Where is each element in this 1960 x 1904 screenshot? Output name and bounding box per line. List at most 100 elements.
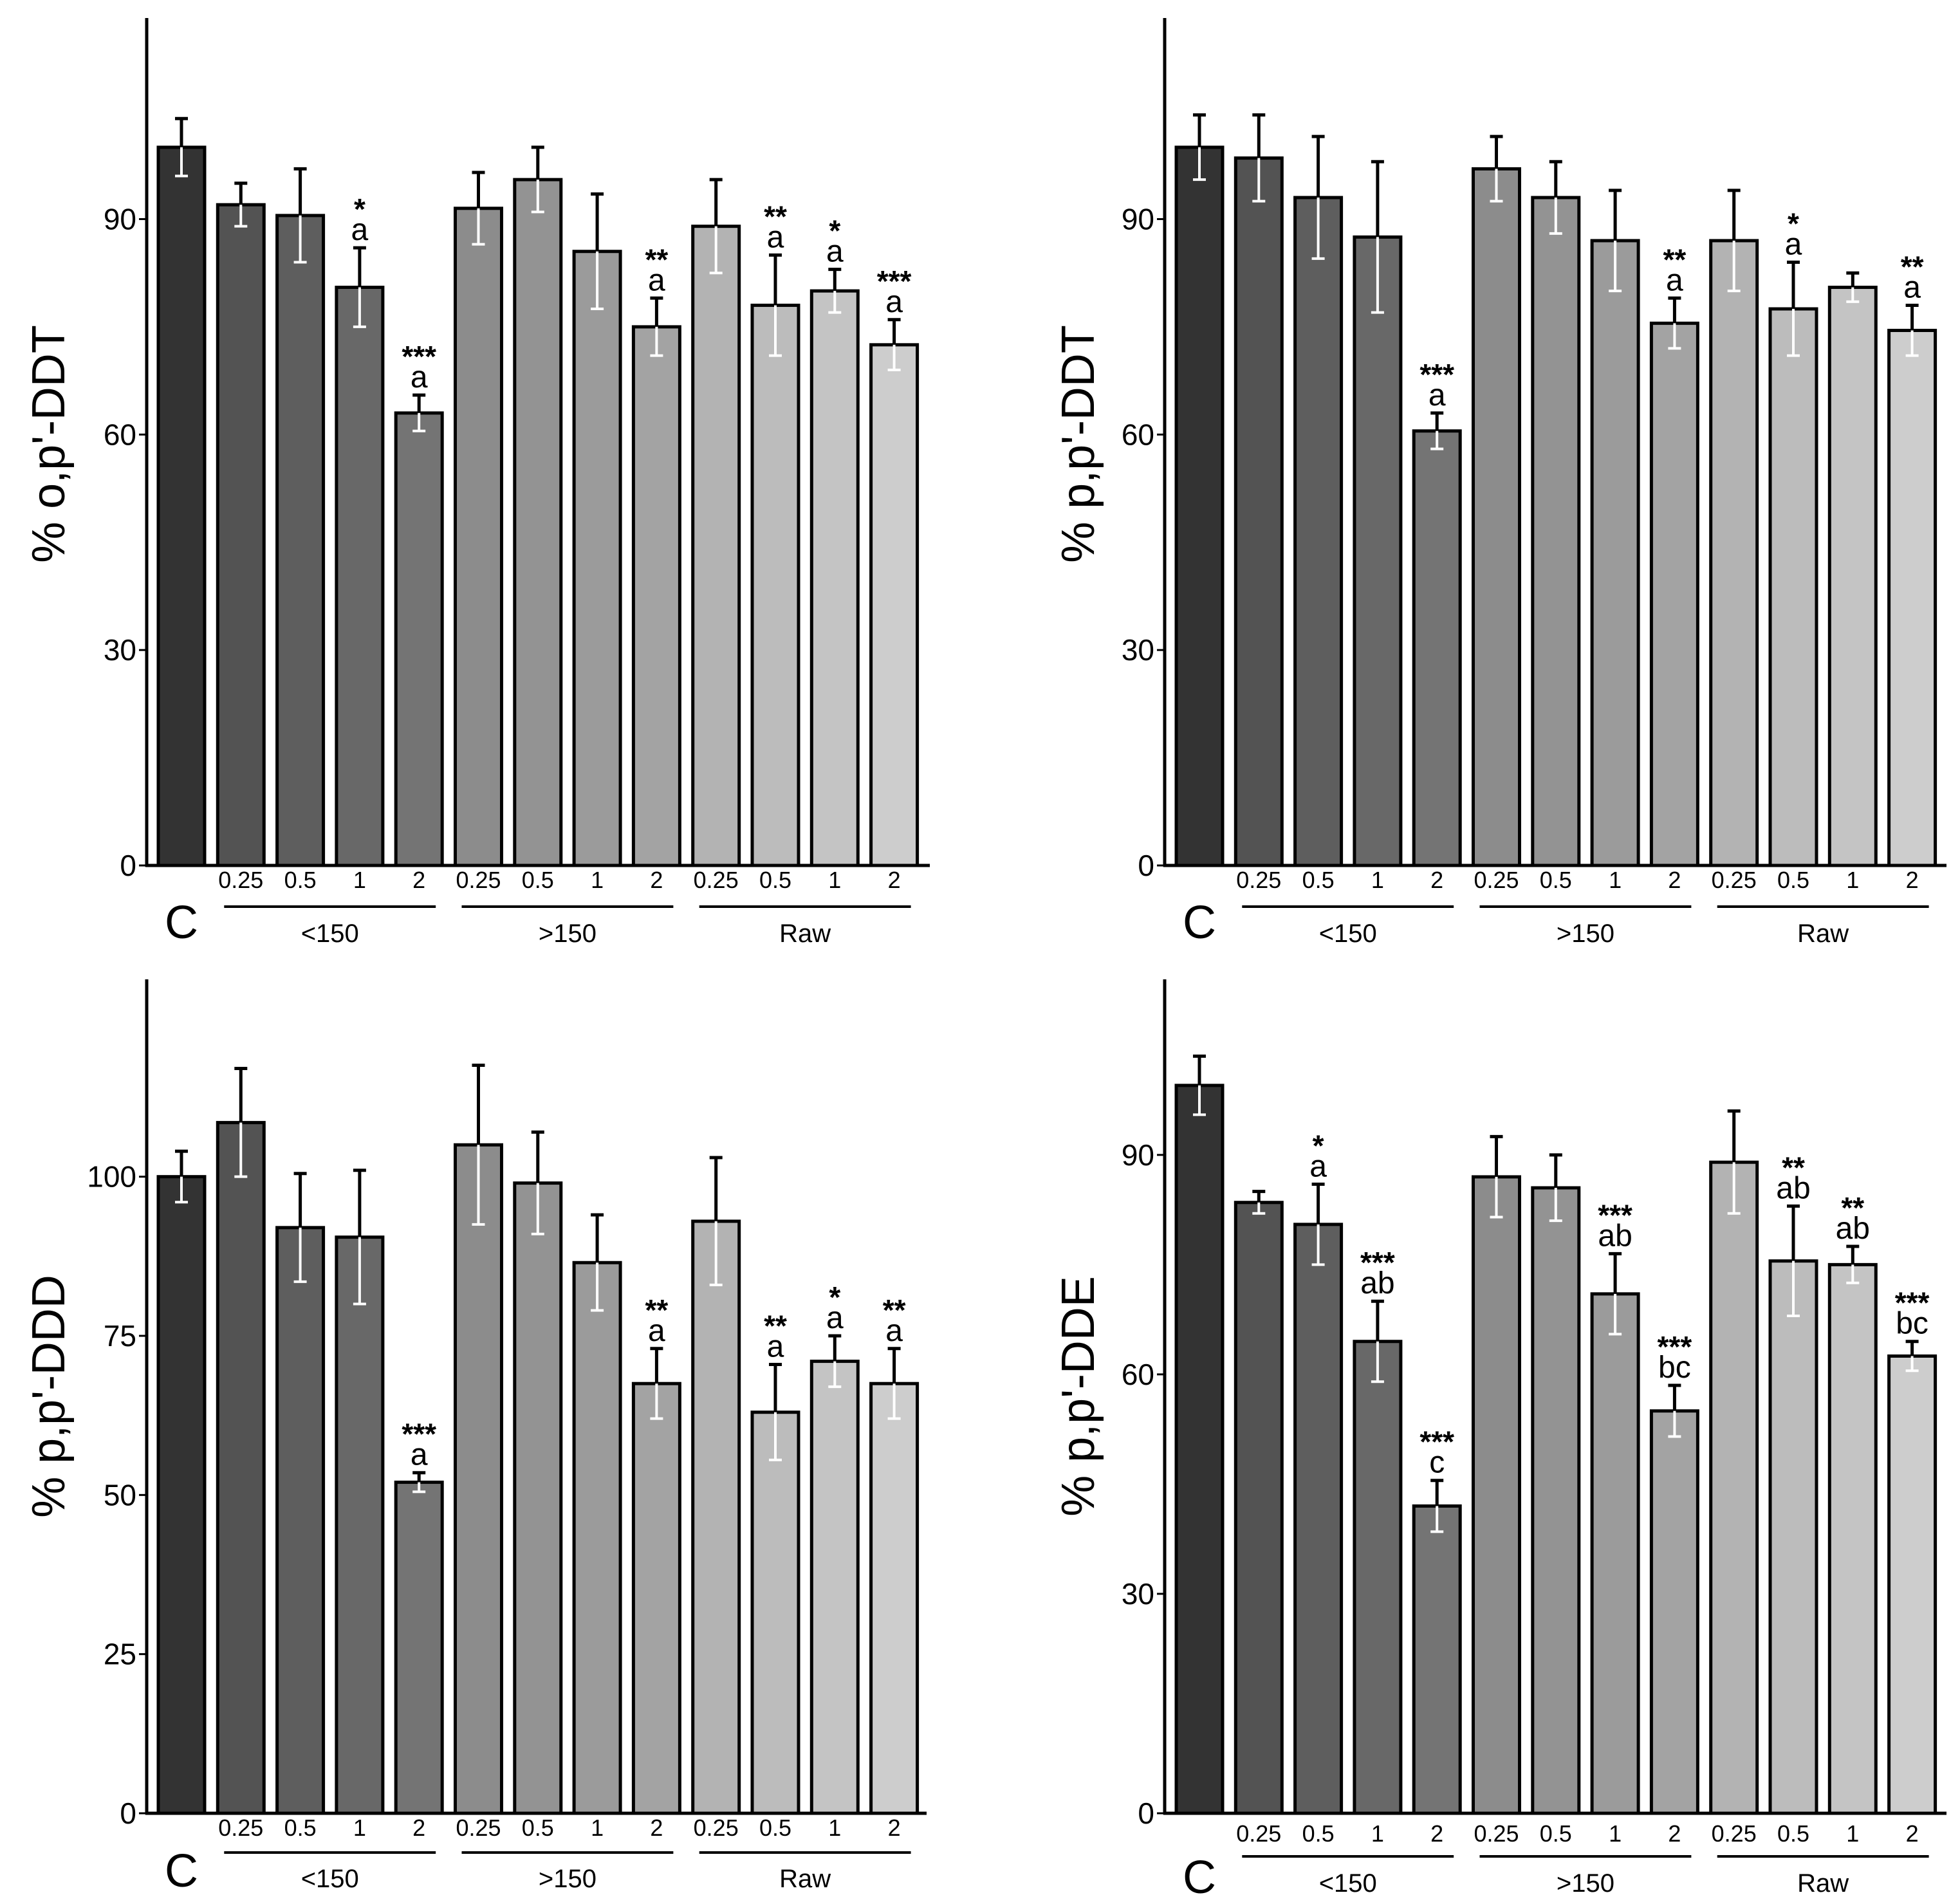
group-letter-label: ab	[1598, 1219, 1632, 1253]
dose-label: 0.25	[218, 867, 263, 893]
dose-label: 0.25	[694, 1815, 739, 1841]
dose-label: 0.5	[1540, 867, 1572, 893]
group-label: Raw	[1797, 1869, 1849, 1898]
group-label: <150	[1319, 1869, 1377, 1898]
dose-label: 0.25	[456, 1815, 501, 1841]
dose-label: 1	[828, 867, 841, 893]
bar	[750, 303, 800, 867]
bar	[454, 1143, 503, 1815]
dose-label: 0.25	[218, 1815, 263, 1841]
dose-label: 2	[412, 1815, 425, 1841]
bar	[1293, 1223, 1344, 1815]
bar	[1827, 1262, 1878, 1815]
bar	[1293, 196, 1344, 867]
bar	[394, 411, 444, 867]
group-letter-label: a	[351, 213, 369, 247]
bar	[691, 1219, 741, 1815]
significance-label: *	[829, 1280, 840, 1314]
significance-label: **	[764, 199, 787, 233]
bar	[1590, 1292, 1640, 1815]
y-tick-label: 25	[104, 1638, 136, 1671]
group-label: >150	[539, 1865, 596, 1893]
significance-label: ***	[877, 264, 912, 298]
group-label: Raw	[779, 1865, 831, 1893]
dose-label: 0.25	[1236, 1820, 1281, 1847]
dose-label: 0.25	[1712, 1820, 1757, 1847]
control-label: C	[165, 897, 198, 948]
dose-label: 1	[1609, 1820, 1622, 1847]
y-tick-label: 30	[1122, 633, 1154, 667]
dose-label: 0.5	[1777, 1820, 1809, 1847]
bar	[572, 250, 622, 867]
group-label: <150	[301, 1865, 359, 1893]
dose-label: 2	[1906, 1820, 1919, 1847]
dose-label: 2	[412, 867, 425, 893]
bar	[631, 325, 681, 867]
group-label: <150	[301, 920, 359, 948]
bar	[1531, 1186, 1581, 1815]
group-letter-label: a	[648, 1314, 665, 1348]
group-letter-label: a	[1666, 263, 1683, 297]
dose-label: 2	[1668, 867, 1681, 893]
dose-label: 2	[650, 867, 663, 893]
y-tick-label: 60	[104, 418, 136, 451]
y-tick-label: 100	[87, 1160, 136, 1194]
group-letter-label: a	[767, 220, 784, 254]
bar	[869, 343, 920, 867]
dose-label: 1	[1371, 1820, 1384, 1847]
bar	[216, 1121, 266, 1815]
y-axis-label: % p,p'-DDE	[1053, 1276, 1104, 1517]
significance-label: ***	[1658, 1330, 1692, 1363]
bar	[275, 1226, 326, 1815]
bar	[156, 145, 207, 867]
bar	[1768, 307, 1818, 867]
bar	[631, 1382, 681, 1815]
bar	[275, 214, 326, 867]
bar	[750, 1410, 800, 1815]
group-letter-label: a	[826, 1301, 844, 1335]
significance-label: ***	[1419, 1425, 1454, 1459]
group-letter-label: bc	[1896, 1307, 1928, 1341]
dose-label: 0.25	[456, 867, 501, 893]
group-letter-label: a	[411, 360, 428, 394]
bar	[1649, 1409, 1699, 1815]
y-tick-label: 30	[1122, 1577, 1154, 1611]
dose-label: 2	[888, 1815, 901, 1841]
group-letter-label: a	[885, 285, 903, 319]
significance-label: ***	[402, 340, 436, 373]
significance-label: ***	[1360, 1246, 1395, 1279]
y-tick-label: 60	[1122, 418, 1154, 451]
bar	[394, 1481, 444, 1815]
y-tick-label: 30	[104, 633, 136, 667]
group-letter-label: a	[1309, 1149, 1327, 1183]
bar	[1827, 286, 1878, 867]
group-letter-label: ab	[1836, 1212, 1870, 1246]
bar	[1234, 156, 1284, 867]
bar	[1590, 239, 1640, 867]
significance-label: ***	[402, 1418, 436, 1451]
bar	[513, 1181, 563, 1815]
significance-label: *	[354, 192, 365, 226]
group-letter-label: a	[411, 1438, 428, 1472]
group-label: Raw	[1797, 920, 1849, 948]
dose-label: 2	[1906, 867, 1919, 893]
significance-label: **	[1663, 243, 1686, 276]
dose-label: 0.5	[1302, 1820, 1335, 1847]
bar	[1887, 1354, 1937, 1815]
bar	[1353, 235, 1403, 867]
dose-label: 0.5	[1302, 867, 1335, 893]
bar	[1174, 1084, 1225, 1815]
group-letter-label: a	[1428, 378, 1446, 412]
group-letter-label: a	[648, 263, 665, 297]
group-letter-label: bc	[1658, 1351, 1691, 1385]
group-label: Raw	[779, 920, 831, 948]
bar	[1234, 1201, 1284, 1815]
group-letter-label: a	[767, 1330, 784, 1364]
dose-label: 2	[1668, 1820, 1681, 1847]
bar	[513, 178, 563, 867]
dose-label: 1	[1846, 867, 1859, 893]
bar	[869, 1382, 920, 1815]
